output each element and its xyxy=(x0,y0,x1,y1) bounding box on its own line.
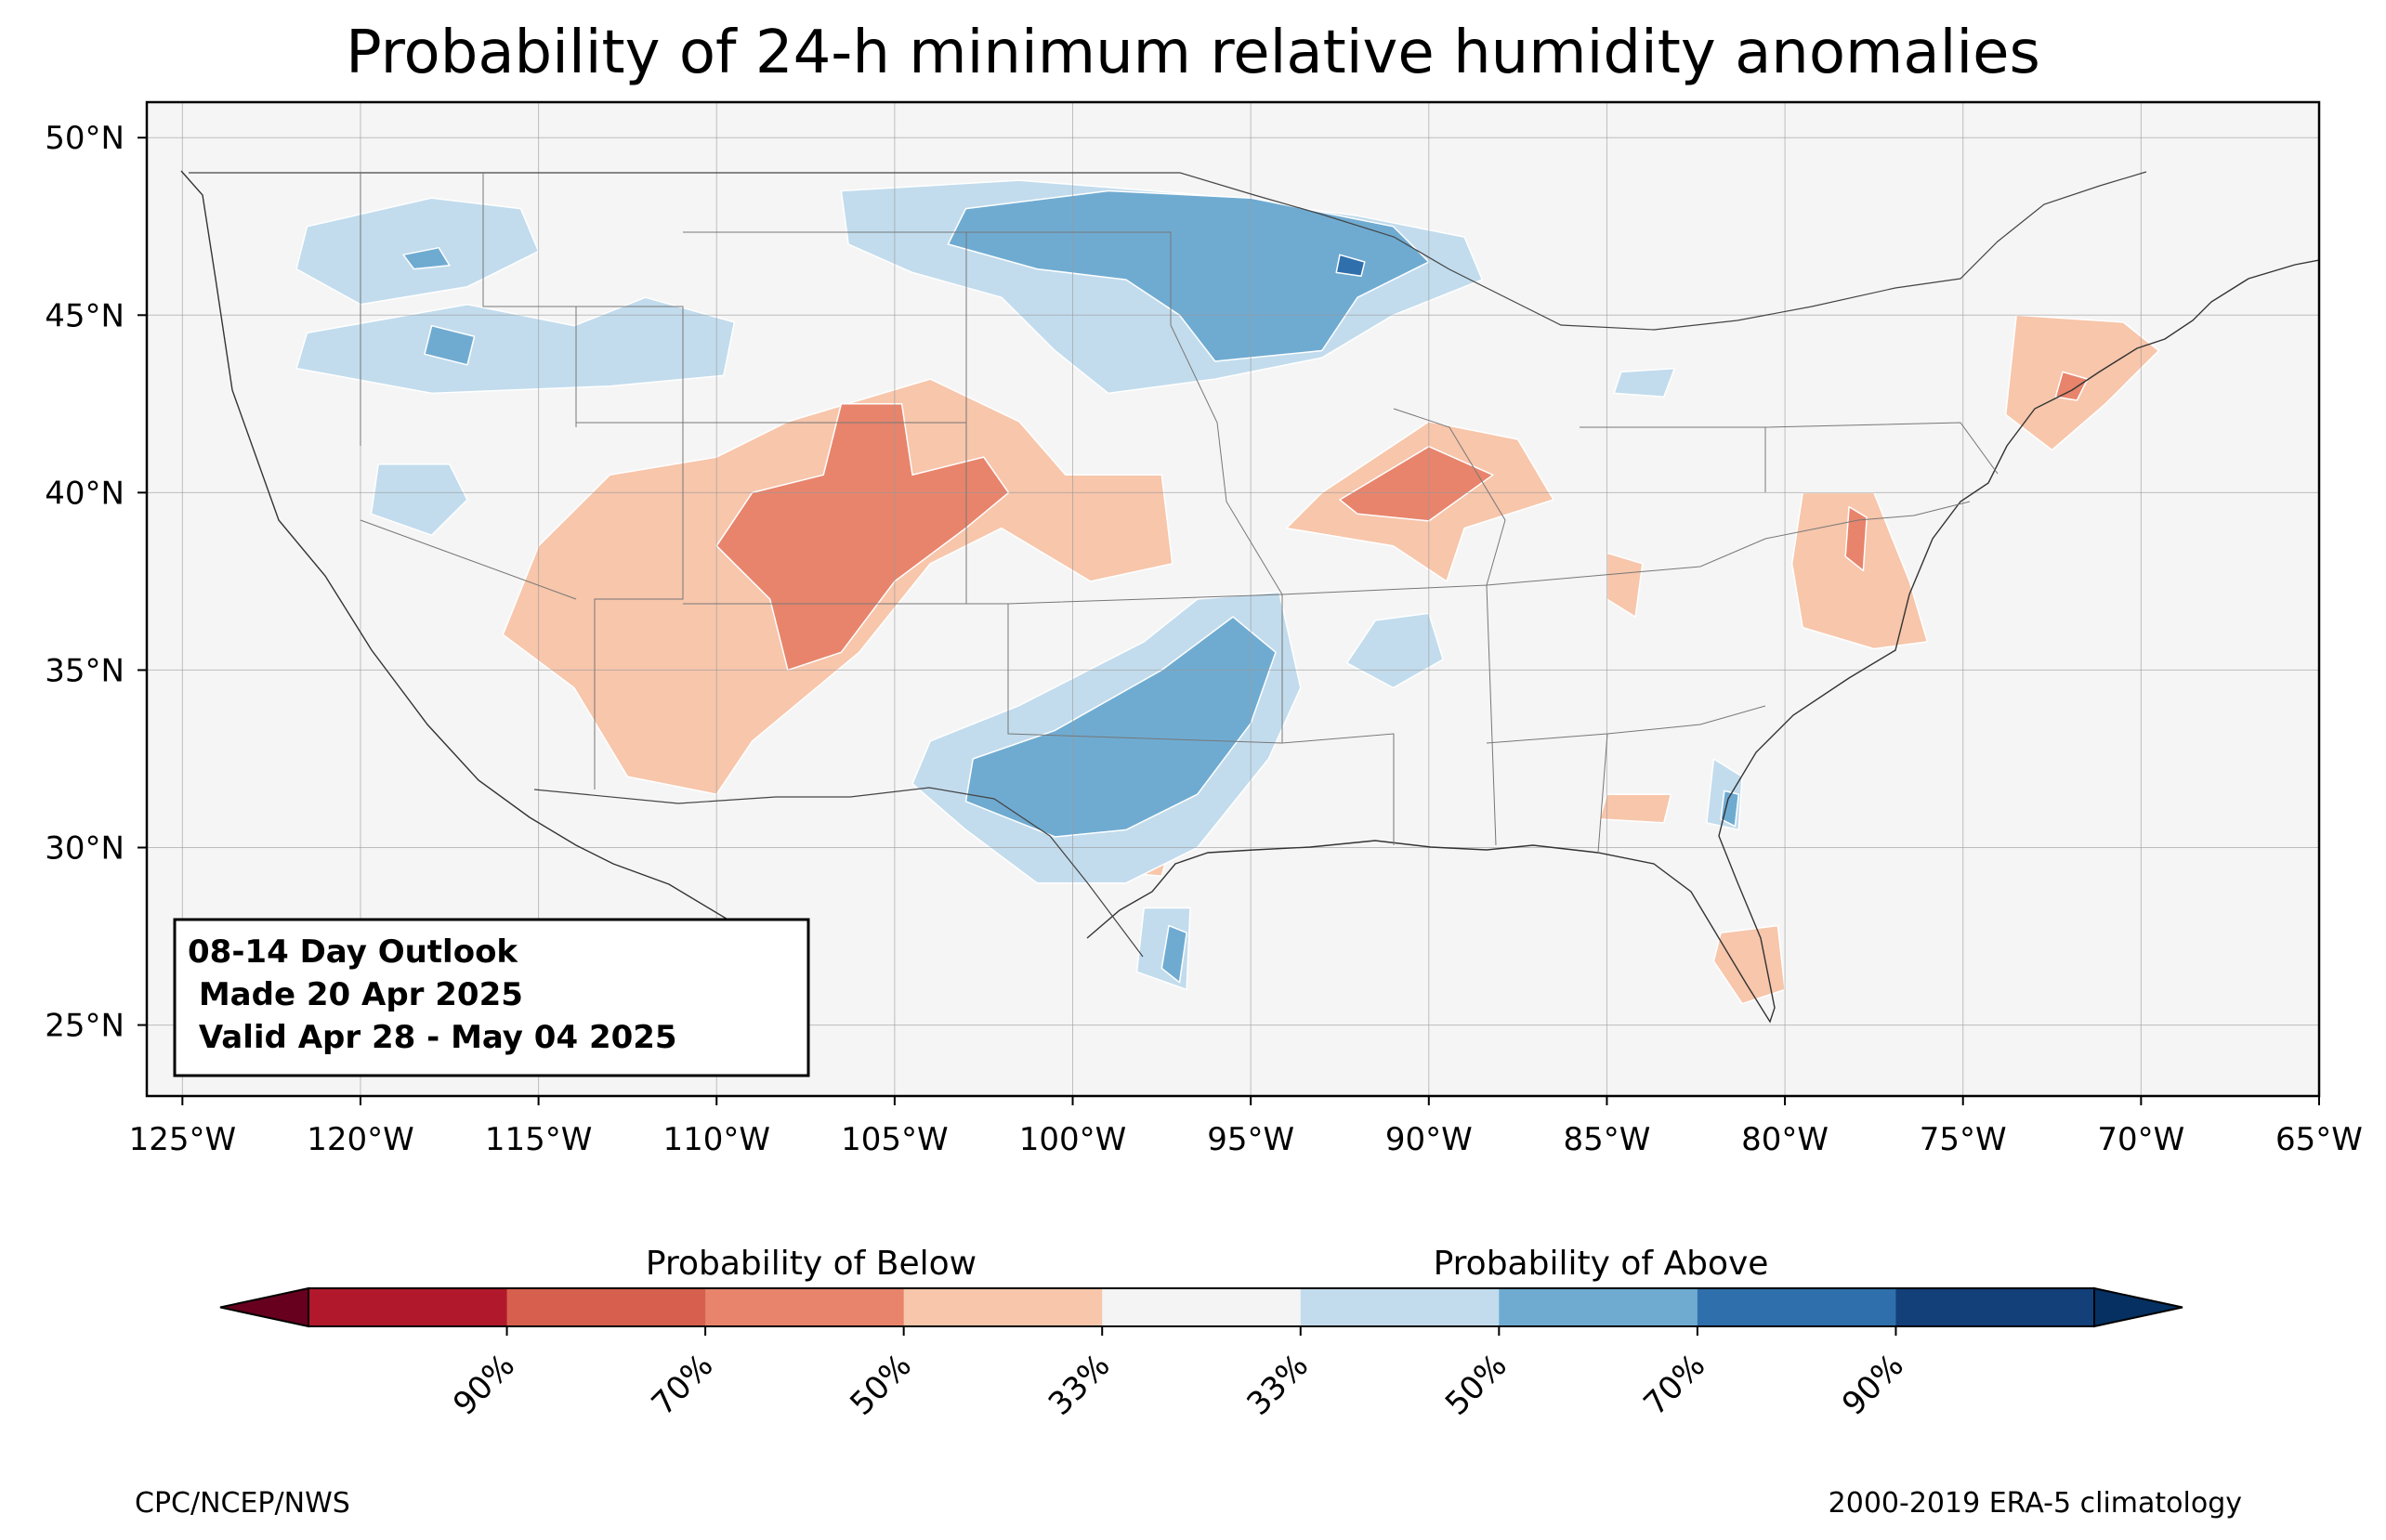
colorbar-segment xyxy=(506,1288,706,1326)
lat-tick-label: 30°N xyxy=(45,830,125,868)
lat-tick-label: 45°N xyxy=(45,297,125,334)
info-box-frame xyxy=(173,918,810,1077)
colorbar-high-extension xyxy=(2093,1286,2183,1328)
lat-tick-label: 40°N xyxy=(45,475,125,512)
info-box-title: 08-14 Day Outlook xyxy=(188,933,518,971)
lon-tick-label: 85°W xyxy=(1563,1121,1650,1158)
state-lines xyxy=(360,173,1999,854)
colorbar-tick-label: 70% xyxy=(645,1347,721,1423)
outlook-info-box: 08-14 Day Outlook Made 20 Apr 2025 Valid… xyxy=(173,918,810,1077)
footer-credit: CPC/NCEP/NWS xyxy=(135,1487,350,1520)
colorbar-tick-label: 70% xyxy=(1637,1347,1713,1423)
longitude-ticks: 125°W 120°W 115°W 110°W 105°W 100°W 95°W 90°W 85… xyxy=(129,1096,2363,1158)
lat-tick-label: 50°N xyxy=(45,120,125,157)
anomaly-region-above-50 xyxy=(1160,924,1187,984)
anomaly-region-below-50 xyxy=(1339,445,1494,522)
colorbar-tick-label: 50% xyxy=(843,1347,919,1423)
anomaly-region-below-50 xyxy=(2054,371,2089,401)
colorbar-segment xyxy=(705,1288,905,1326)
colorbar-above-label: Probability of Above xyxy=(1434,1245,1769,1283)
footer-climatology: 2000-2019 ERA-5 climatology xyxy=(1829,1487,2242,1520)
lon-tick-label: 80°W xyxy=(1741,1121,1829,1158)
lon-tick-label: 120°W xyxy=(307,1121,414,1158)
latitude-ticks: 50°N 45°N 40°N 35°N 30°N 25°N xyxy=(45,120,147,1045)
lon-tick-label: 70°W xyxy=(2097,1121,2184,1158)
coastline-outline xyxy=(180,170,795,939)
anomaly-region-above-33 xyxy=(370,463,468,536)
anomaly-regions xyxy=(295,179,2160,1005)
lon-tick-label: 90°W xyxy=(1385,1121,1473,1158)
colorbar-frame xyxy=(308,1287,2095,1327)
colorbar-segment xyxy=(1300,1288,1500,1326)
lon-tick-label: 100°W xyxy=(1019,1121,1127,1158)
colorbar-segment xyxy=(903,1288,1103,1326)
lon-tick-label: 125°W xyxy=(129,1121,237,1158)
anomaly-region-below-33 xyxy=(1712,924,1786,1005)
anomaly-region-above-50 xyxy=(964,616,1277,838)
anomaly-region-above-70 xyxy=(1335,254,1366,278)
colorbar-segment xyxy=(1895,1288,2095,1326)
map-frame xyxy=(145,100,2321,1098)
lon-tick-label: 110°W xyxy=(662,1121,770,1158)
colorbar-segment xyxy=(1102,1288,1302,1326)
anomaly-region-above-33 xyxy=(1613,367,1676,398)
colorbar-below-label: Probability of Below xyxy=(646,1245,977,1283)
anomaly-region-above-33 xyxy=(1345,612,1444,689)
colorbar-tick-label: 90% xyxy=(1835,1347,1911,1423)
figure-title: Probability of 24-h minimum relative hum… xyxy=(346,19,2040,87)
lon-tick-label: 75°W xyxy=(1920,1121,2007,1158)
colorbar-tick-label: 50% xyxy=(1438,1347,1514,1423)
gulf-coast-outline xyxy=(1086,259,2319,1024)
anomaly-region-above-50 xyxy=(1720,790,1740,828)
colorbar: 90% 70% 50% 33% 33% 50% 70% 90% xyxy=(219,1286,2183,1423)
colorbar-segment xyxy=(308,1288,508,1326)
info-box-valid-range: Valid Apr 28 - May 04 2025 xyxy=(188,1019,677,1056)
map-boundaries xyxy=(180,170,2319,1024)
lon-tick-label: 115°W xyxy=(485,1121,593,1158)
lon-tick-label: 95°W xyxy=(1207,1121,1294,1158)
canada-border xyxy=(189,171,2147,331)
anomaly-region-above-50 xyxy=(402,246,451,270)
lat-tick-label: 25°N xyxy=(45,1008,125,1045)
mexico-border xyxy=(533,787,1144,958)
colorbar-low-extension xyxy=(219,1286,309,1328)
anomaly-region-below-33 xyxy=(1790,491,1929,650)
colorbar-segment xyxy=(1499,1288,1698,1326)
lat-tick-label: 35°N xyxy=(45,652,125,689)
lon-tick-label: 105°W xyxy=(841,1121,949,1158)
lon-tick-label: 65°W xyxy=(2275,1121,2363,1158)
info-box-made-date: Made 20 Apr 2025 xyxy=(188,976,523,1013)
colorbar-segment xyxy=(1697,1288,1896,1326)
colorbar-tick-label: 33% xyxy=(1239,1347,1316,1423)
anomaly-region-below-50 xyxy=(1844,505,1868,572)
anomaly-region-above-50 xyxy=(424,324,476,366)
colorbar-tick-label: 33% xyxy=(1042,1347,1118,1423)
colorbar-tick-label: 90% xyxy=(446,1347,522,1423)
anomaly-region-below-33 xyxy=(1599,793,1672,824)
